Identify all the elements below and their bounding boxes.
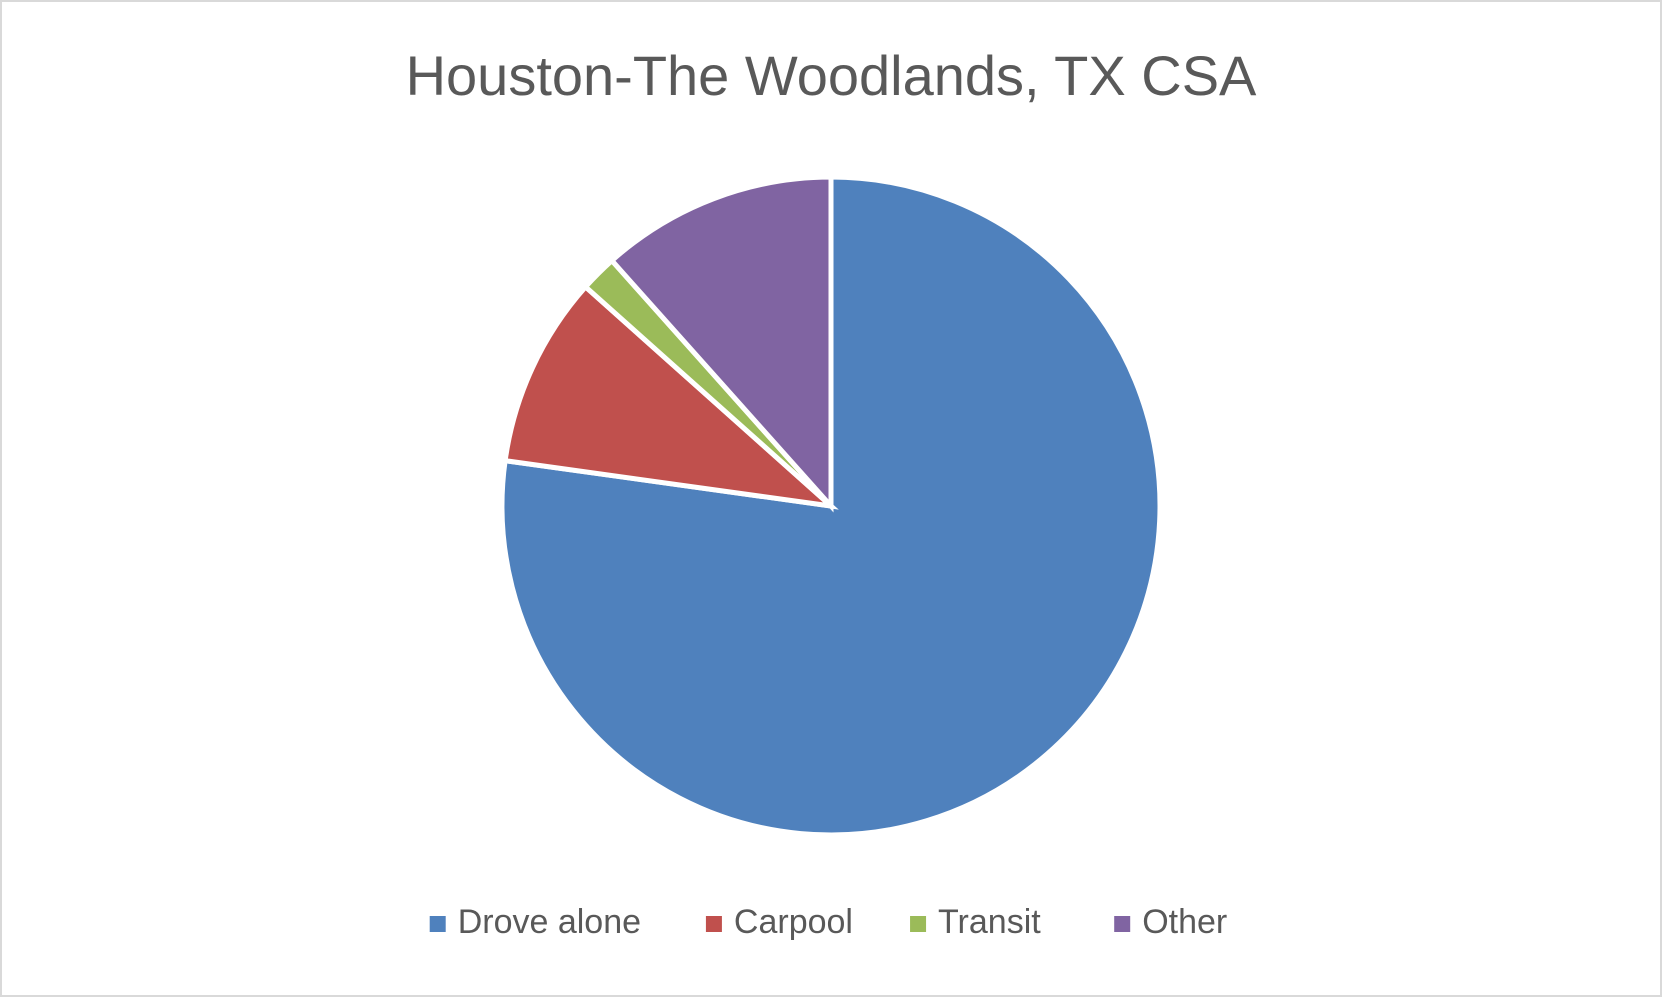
legend-swatch bbox=[429, 916, 446, 932]
chart-title: Houston-The Woodlands, TX CSA bbox=[406, 44, 1257, 107]
pie-slice bbox=[499, 174, 1163, 838]
legend-label: Carpool bbox=[734, 903, 853, 941]
pie-slice bbox=[608, 174, 834, 513]
pie-slice bbox=[502, 283, 839, 510]
legend-label: Other bbox=[1142, 903, 1227, 941]
legend-swatch bbox=[1114, 916, 1131, 932]
legend-swatch bbox=[910, 916, 927, 932]
legend-label: Drove alone bbox=[458, 903, 641, 941]
legend-swatch bbox=[705, 916, 722, 932]
legend-label: Transit bbox=[938, 903, 1041, 941]
